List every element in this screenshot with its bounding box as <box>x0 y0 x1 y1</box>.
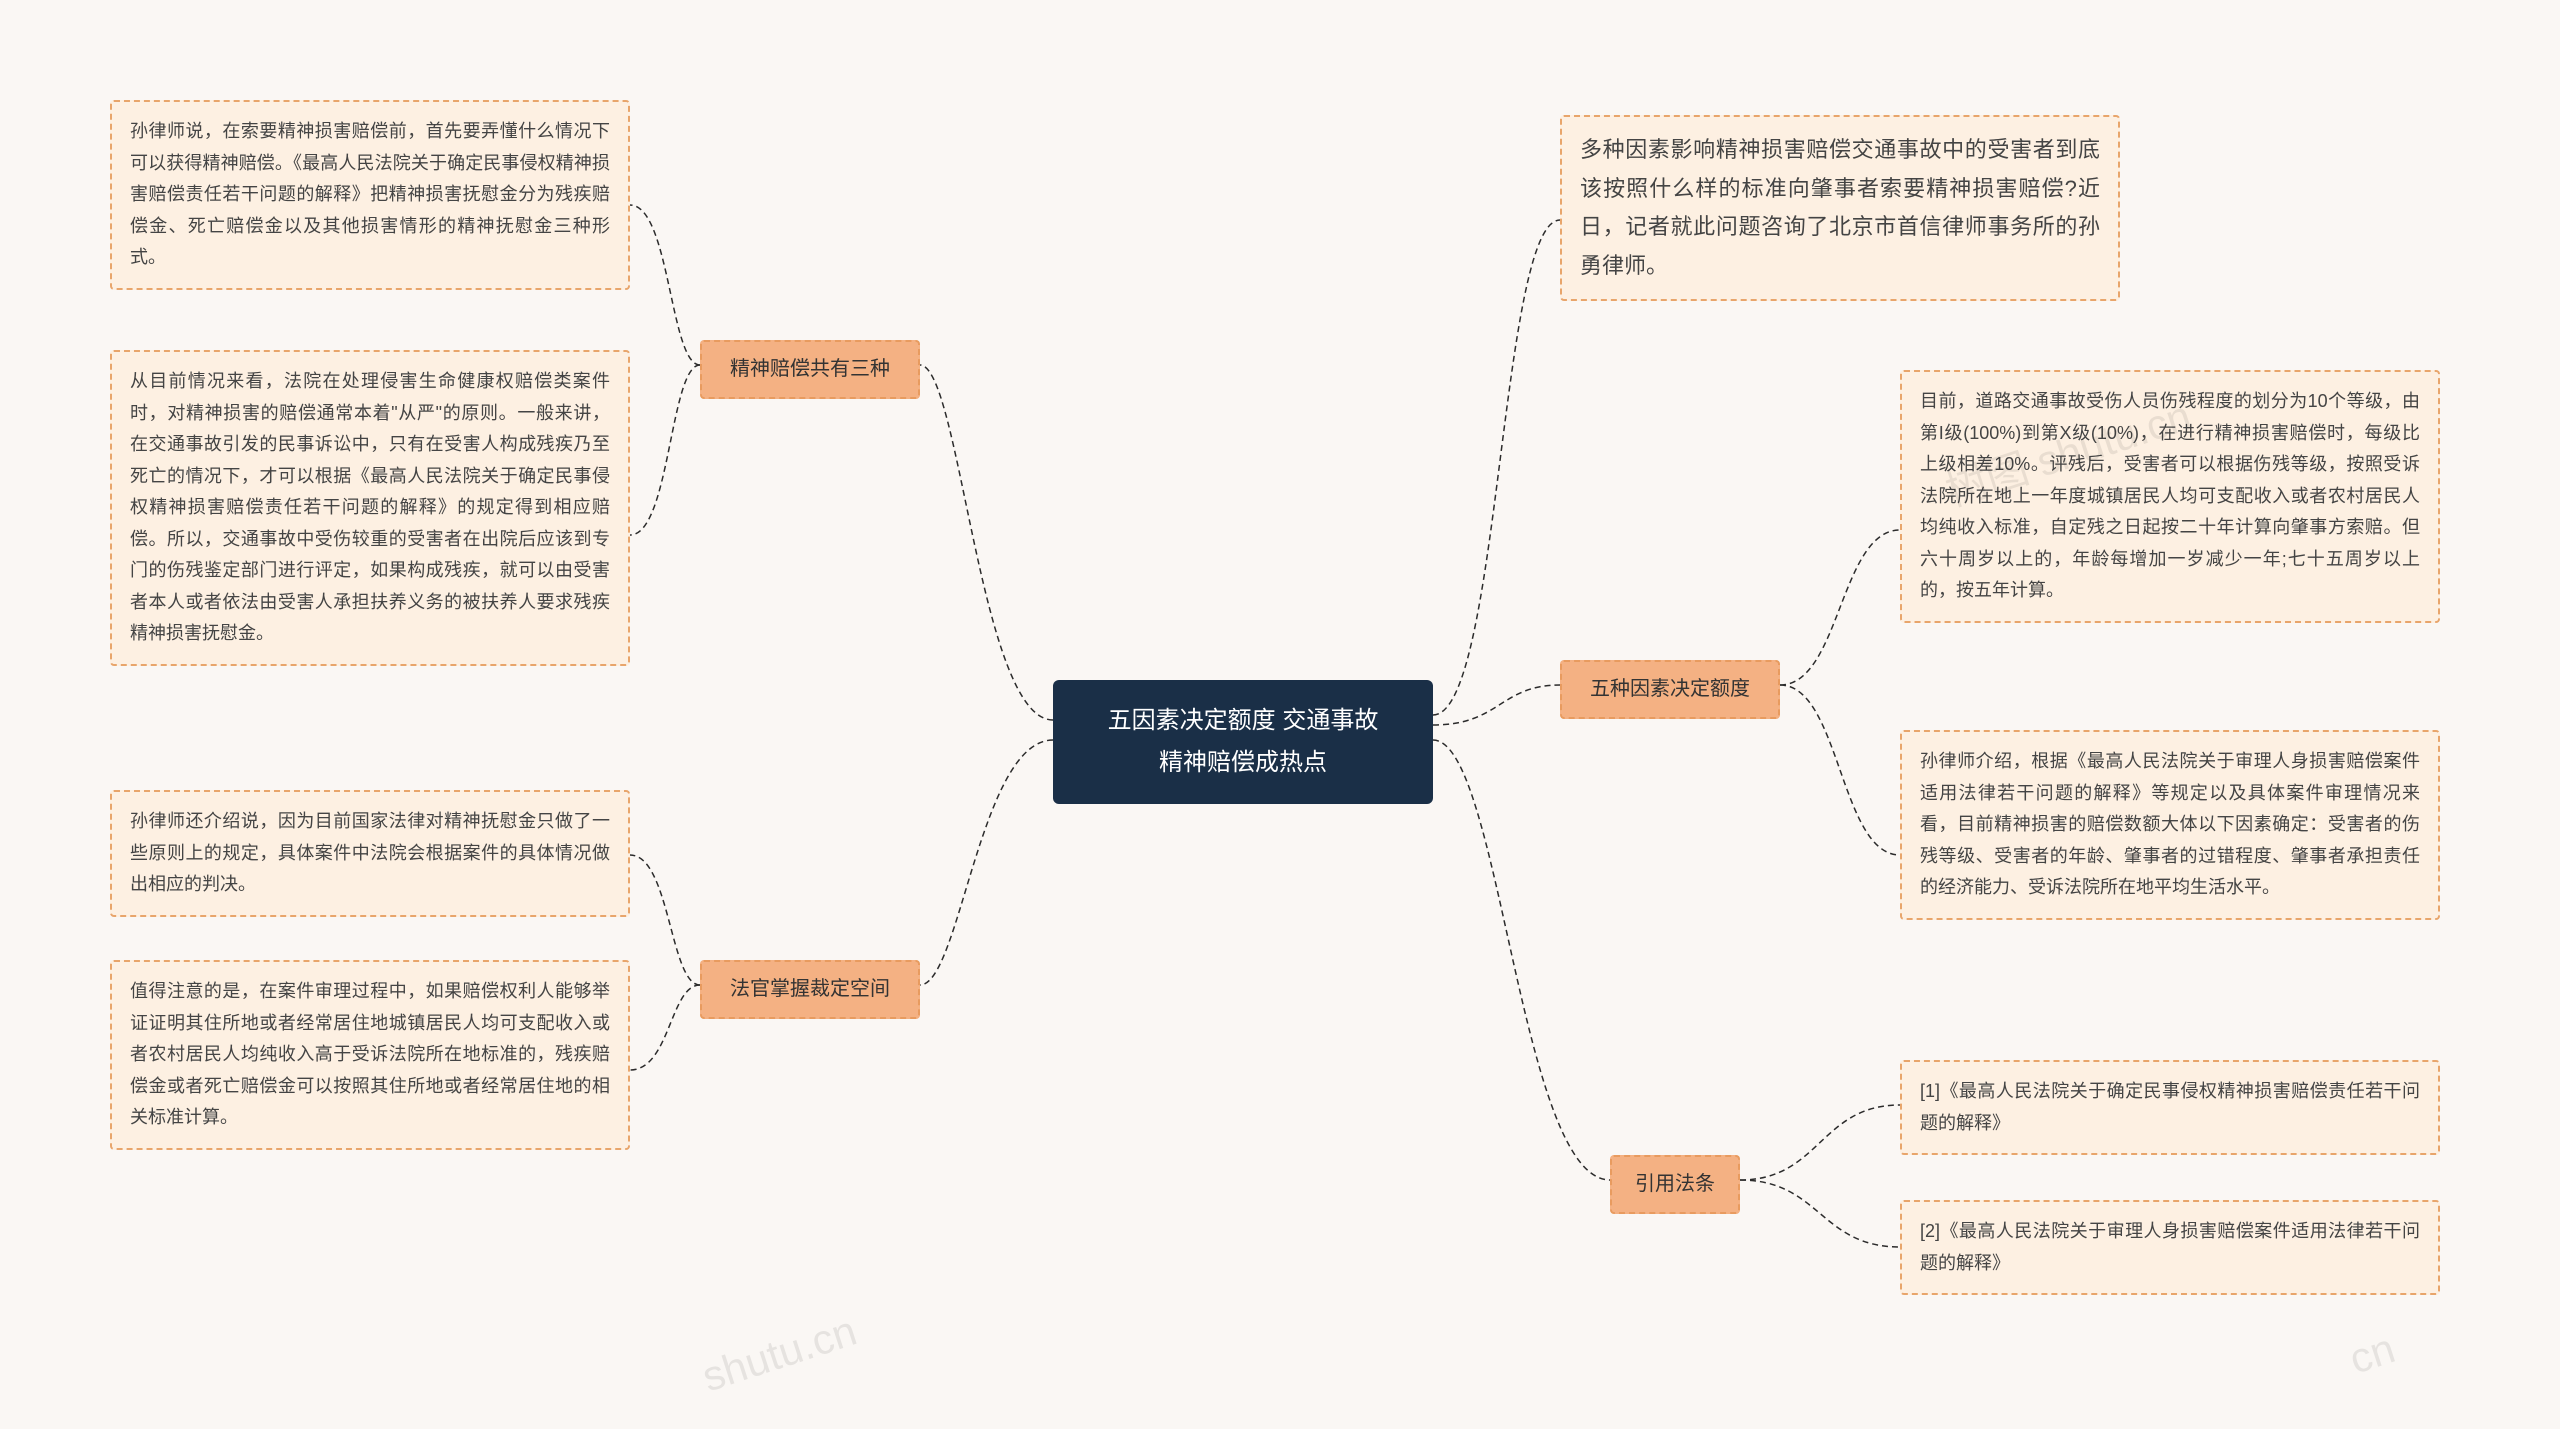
branch-label: 法官掌握裁定空间 <box>730 978 890 1000</box>
leaf-judge-2: 值得注意的是，在案件审理过程中，如果赔偿权利人能够举证证明其住所地或者经常居住地… <box>110 960 630 1150</box>
watermark: cn <box>2344 1324 2401 1383</box>
leaf-text: [1]《最高人民法院关于确定民事侵权精神损害赔偿责任若干问题的解释》 <box>1920 1081 2420 1133</box>
branch-three-types: 精神赔偿共有三种 <box>700 340 920 399</box>
root-text: 五因素决定额度 交通事故精神赔偿成热点 <box>1108 707 1379 776</box>
leaf-text: 值得注意的是，在案件审理过程中，如果赔偿权利人能够举证证明其住所地或者经常居住地… <box>130 981 610 1127</box>
leaf-law-1: [1]《最高人民法院关于确定民事侵权精神损害赔偿责任若干问题的解释》 <box>1900 1060 2440 1155</box>
leaf-judge-1: 孙律师还介绍说，因为目前国家法律对精神抚慰金只做了一些原则上的规定，具体案件中法… <box>110 790 630 917</box>
branch-label: 五种因素决定额度 <box>1590 678 1750 700</box>
leaf-text: 目前，道路交通事故受伤人员伤残程度的划分为10个等级，由第I级(100%)到第X… <box>1920 391 2420 600</box>
branch-label: 引用法条 <box>1635 1173 1715 1195</box>
root-node: 五因素决定额度 交通事故精神赔偿成热点 <box>1053 680 1433 804</box>
branch-five-factors: 五种因素决定额度 <box>1560 660 1780 719</box>
branch-judge-discretion: 法官掌握裁定空间 <box>700 960 920 1019</box>
leaf-law-2: [2]《最高人民法院关于审理人身损害赔偿案件适用法律若干问题的解释》 <box>1900 1200 2440 1295</box>
leaf-text: 从目前情况来看，法院在处理侵害生命健康权赔偿类案件时，对精神损害的赔偿通常本着"… <box>130 371 610 643</box>
branch-cited-law: 引用法条 <box>1610 1155 1740 1214</box>
right-intro: 多种因素影响精神损害赔偿交通事故中的受害者到底该按照什么样的标准向肇事者索要精神… <box>1560 115 2120 301</box>
leaf-five-factors-1: 目前，道路交通事故受伤人员伤残程度的划分为10个等级，由第I级(100%)到第X… <box>1900 370 2440 623</box>
leaf-three-types-1: 孙律师说，在索要精神损害赔偿前，首先要弄懂什么情况下可以获得精神赔偿。《最高人民… <box>110 100 630 290</box>
watermark: shutu.cn <box>696 1307 862 1402</box>
leaf-text: 孙律师说，在索要精神损害赔偿前，首先要弄懂什么情况下可以获得精神赔偿。《最高人民… <box>130 121 610 267</box>
leaf-three-types-2: 从目前情况来看，法院在处理侵害生命健康权赔偿类案件时，对精神损害的赔偿通常本着"… <box>110 350 630 666</box>
leaf-five-factors-2: 孙律师介绍，根据《最高人民法院关于审理人身损害赔偿案件适用法律若干问题的解释》等… <box>1900 730 2440 920</box>
leaf-text: [2]《最高人民法院关于审理人身损害赔偿案件适用法律若干问题的解释》 <box>1920 1221 2420 1273</box>
leaf-text: 孙律师还介绍说，因为目前国家法律对精神抚慰金只做了一些原则上的规定，具体案件中法… <box>130 811 610 894</box>
leaf-text: 孙律师介绍，根据《最高人民法院关于审理人身损害赔偿案件适用法律若干问题的解释》等… <box>1920 751 2420 897</box>
branch-label: 精神赔偿共有三种 <box>730 358 890 380</box>
intro-text: 多种因素影响精神损害赔偿交通事故中的受害者到底该按照什么样的标准向肇事者索要精神… <box>1580 137 2100 278</box>
